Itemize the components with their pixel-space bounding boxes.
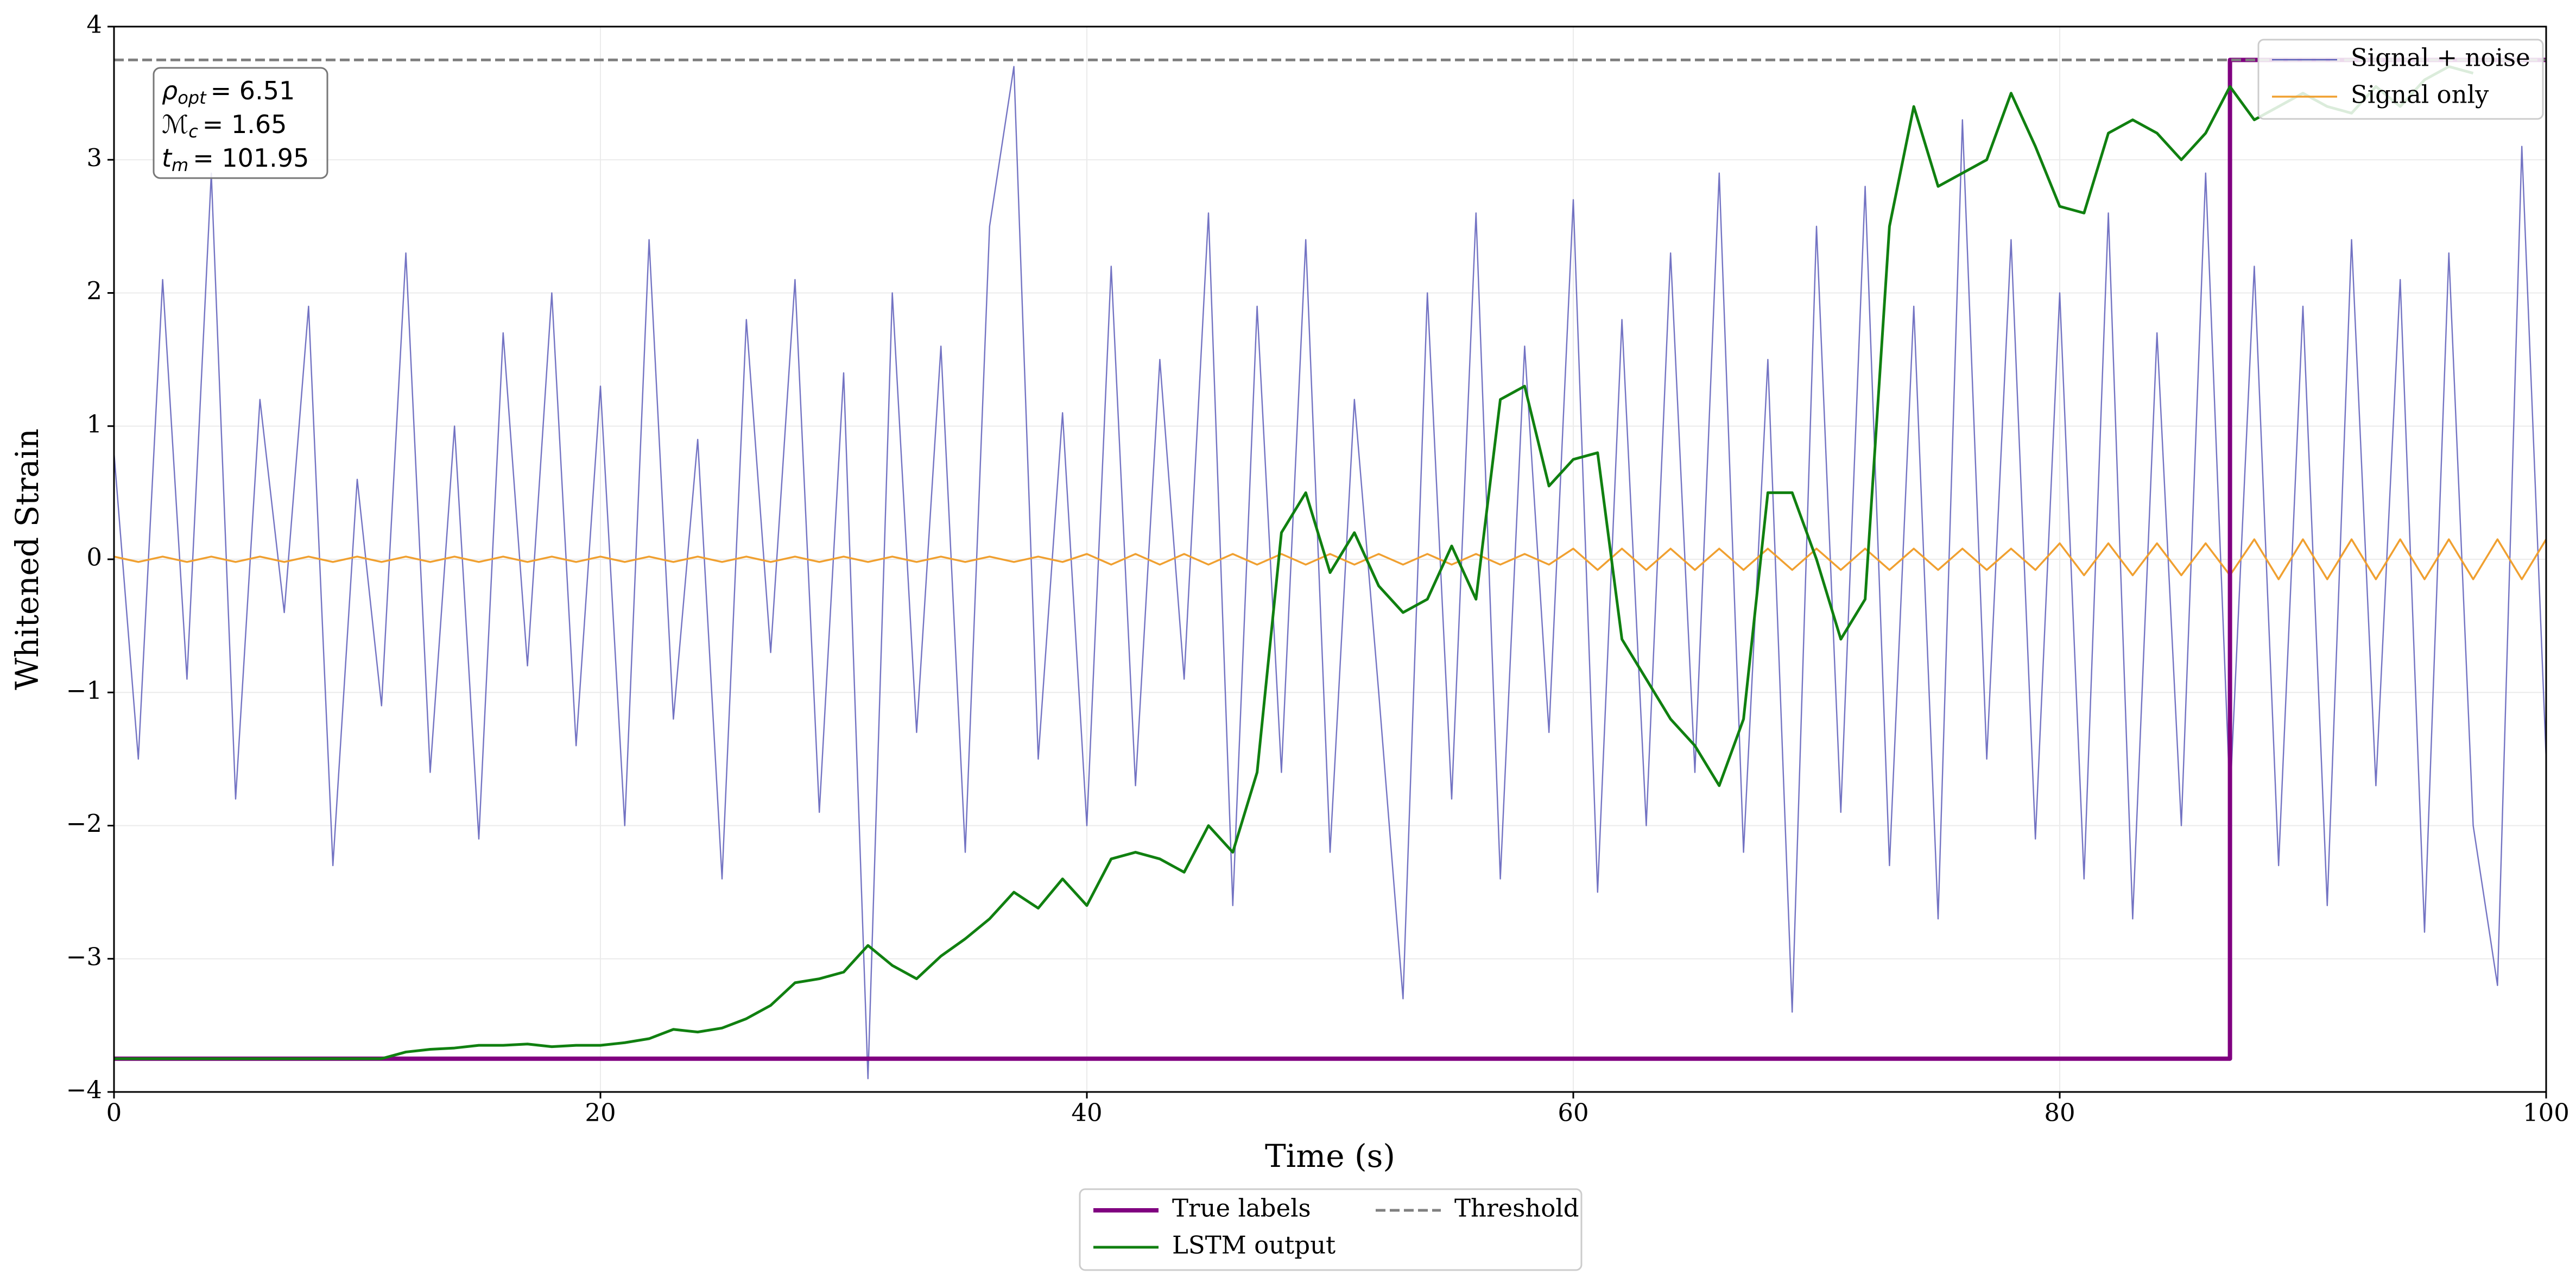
plot-frame bbox=[113, 26, 2547, 1093]
x-tick-label: 80 bbox=[2044, 1098, 2075, 1127]
annotation-symbol: ℳ bbox=[162, 110, 188, 139]
y-tick-label: −4 bbox=[66, 1076, 102, 1104]
annotation: tm = 101.95 bbox=[162, 143, 309, 176]
annotation: ℳc = 1.65 bbox=[162, 110, 287, 142]
annotation-subscript: c bbox=[188, 121, 198, 142]
y-tick-label: 4 bbox=[86, 10, 102, 39]
series-line bbox=[114, 66, 2546, 1079]
annotation-text: = 1.65 bbox=[202, 110, 287, 139]
x-tick-label: 40 bbox=[1071, 1098, 1102, 1127]
y-tick-label: −1 bbox=[66, 676, 102, 705]
x-tick-label: 0 bbox=[106, 1098, 122, 1127]
annotation-text: = 6.51 bbox=[211, 76, 295, 105]
annotation-symbol: ρ bbox=[162, 76, 178, 105]
y-tick-label: 1 bbox=[86, 409, 102, 438]
annotation-text: = 101.95 bbox=[193, 143, 309, 173]
y-tick-label: 0 bbox=[86, 543, 102, 572]
y-tick-label: −3 bbox=[66, 942, 102, 971]
series-line bbox=[114, 65, 2474, 1060]
legend-label: Signal + noise bbox=[2351, 43, 2530, 72]
y-tick-label: 3 bbox=[86, 143, 102, 172]
legend-label: True labels bbox=[1172, 1194, 1311, 1223]
legend-box bbox=[1079, 1188, 1583, 1271]
x-tick-label: 100 bbox=[2523, 1098, 2569, 1127]
legend-label: Signal only bbox=[2351, 80, 2489, 109]
y-tick-label: 2 bbox=[86, 276, 102, 305]
annotation-symbol: t bbox=[162, 143, 173, 173]
x-axis-label: Time (s) bbox=[1265, 1138, 1395, 1174]
annotation-subscript: m bbox=[172, 155, 188, 175]
y-axis-label: Whitened Strain bbox=[9, 428, 46, 690]
legend-label: LSTM output bbox=[1172, 1231, 1336, 1260]
x-tick-label: 20 bbox=[585, 1098, 616, 1127]
annotation-subscript: opt bbox=[178, 87, 207, 108]
series-line bbox=[114, 538, 2546, 580]
annotation-box bbox=[153, 67, 328, 179]
x-tick-label: 60 bbox=[1558, 1098, 1588, 1127]
legend-label: Threshold bbox=[1454, 1194, 1579, 1223]
y-tick-label: −2 bbox=[66, 809, 102, 838]
annotation: ρopt = 6.51 bbox=[162, 76, 295, 109]
